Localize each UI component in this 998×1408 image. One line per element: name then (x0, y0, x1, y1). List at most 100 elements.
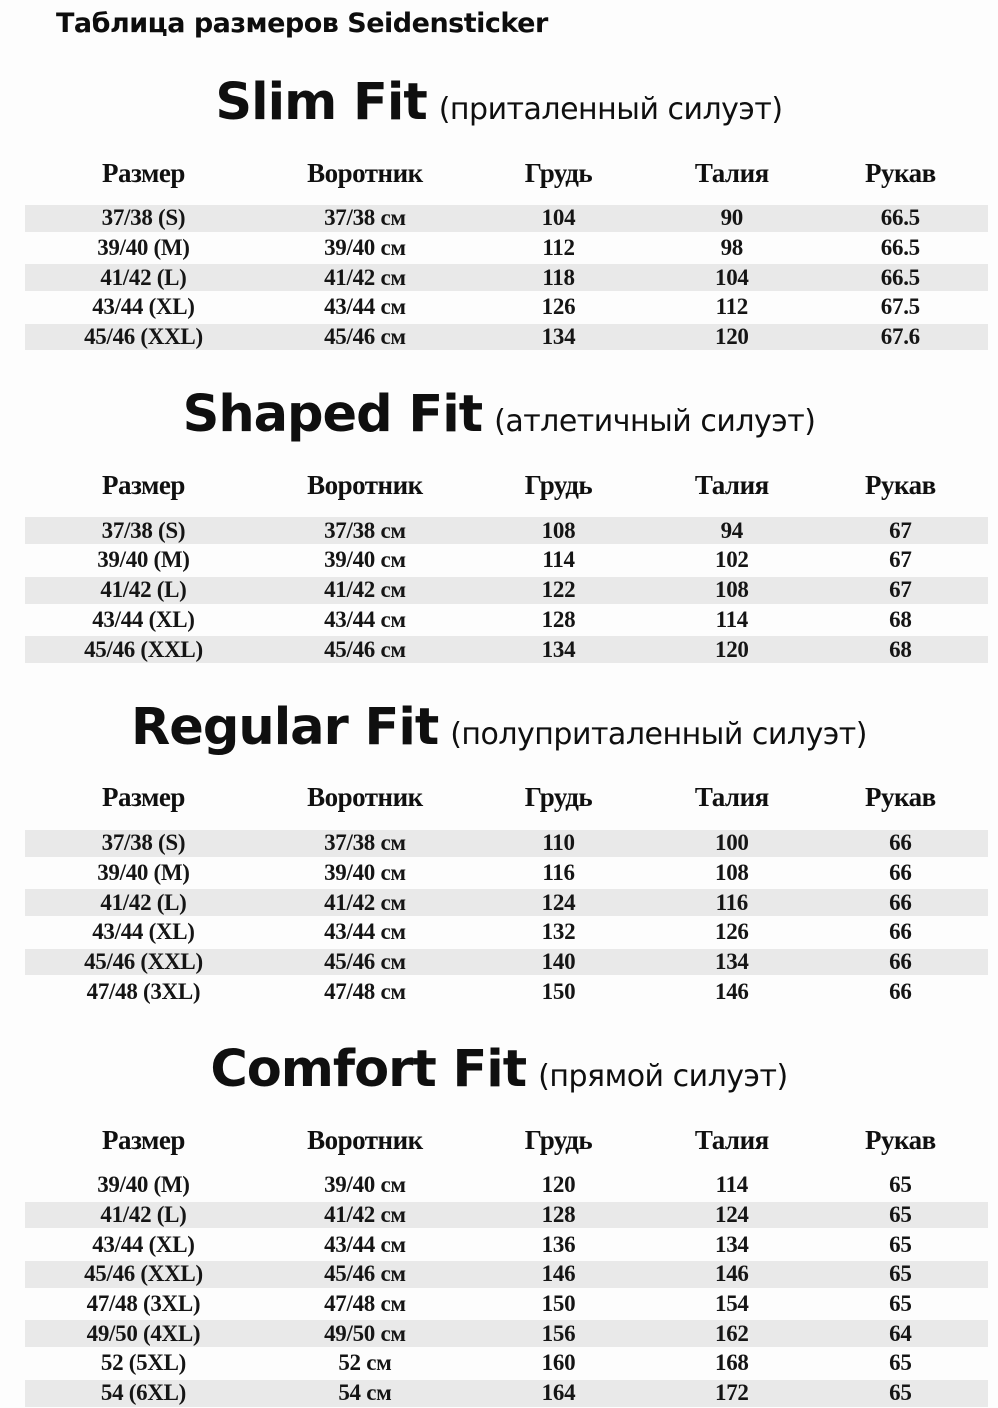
fit-name: Shaped Fit (182, 385, 484, 445)
table-row: 37/38 (S) 37/38 см 104 90 66.5 (25, 203, 988, 233)
cell-size: 45/46 (XXL) (84, 636, 203, 662)
table-row: 49/50 (4XL) 49/50 см 156 162 64 (25, 1318, 988, 1349)
table-row: 54 (6XL) 54 см 164 172 65 (25, 1377, 988, 1408)
cell-waist: 116 (715, 889, 749, 915)
cell-chest: 134 (541, 636, 576, 662)
cell-sleeve: 67.5 (880, 294, 920, 320)
table-row: 41/42 (L) 41/42 см 122 108 67 (25, 574, 988, 605)
size-table: Размер Воротник Грудь Талия Рукав 37/38 (S) 3… (25, 155, 988, 352)
cell-collar: 54 см (338, 1380, 392, 1406)
fit-section: Slim Fit (приталенный силуэт) Размер Ворот… (0, 72, 998, 352)
cell-waist: 168 (715, 1350, 749, 1376)
col-header-chest: Грудь (524, 782, 593, 813)
table-row: 45/46 (XXL) 45/46 см 140 134 66 (25, 946, 988, 977)
table-row: 43/44 (XL) 43/44 см 126 112 67.5 (25, 292, 988, 322)
cell-sleeve: 66.5 (880, 205, 920, 231)
cell-chest: 122 (541, 577, 576, 603)
cell-collar: 45/46 см (324, 324, 406, 350)
table-row: 39/40 (M) 39/40 см 120 114 65 (25, 1170, 988, 1200)
cell-waist: 124 (715, 1202, 749, 1228)
cell-sleeve: 65 (889, 1231, 912, 1257)
cell-size: 43/44 (XL) (92, 606, 195, 632)
col-header-size: Размер (102, 157, 185, 188)
cell-sleeve: 65 (889, 1380, 912, 1406)
col-header-chest: Грудь (524, 157, 593, 188)
cell-waist: 114 (715, 1172, 749, 1198)
cell-sleeve: 66 (889, 919, 912, 945)
table-row: 45/46 (XXL) 45/46 см 146 146 65 (25, 1259, 988, 1289)
cell-collar: 37/38 см (324, 830, 406, 856)
col-header-collar: Воротник (307, 469, 423, 500)
fit-section-title: Slim Fit (приталенный силуэт) (0, 72, 998, 142)
fit-section: Shaped Fit (атлетичный силуэт) Размер Воро… (0, 384, 998, 664)
cell-size: 52 (5XL) (100, 1350, 186, 1376)
cell-chest: 116 (542, 859, 575, 885)
cell-waist: 100 (715, 830, 749, 856)
table-header-row: Размер Воротник Грудь Талия Рукав (25, 155, 988, 191)
cell-sleeve: 65 (889, 1202, 912, 1228)
cell-collar: 49/50 см (324, 1320, 406, 1346)
cell-collar: 52 см (338, 1350, 392, 1376)
cell-size: 39/40 (M) (97, 1172, 190, 1198)
table-rows: 37/38 (S) 37/38 см 110 100 66 39/40 (M) 39/40 … (25, 827, 988, 1006)
cell-sleeve: 66.5 (880, 235, 920, 261)
fit-section: Regular Fit (полуприталенный силуэт) Разм… (0, 697, 998, 1006)
cell-chest: 124 (541, 889, 576, 915)
cell-collar: 43/44 см (324, 294, 406, 320)
cell-chest: 146 (541, 1261, 576, 1287)
cell-chest: 104 (541, 205, 576, 231)
col-header-collar: Воротник (307, 157, 423, 188)
fit-name: Regular Fit (131, 697, 439, 757)
table-row: 43/44 (XL) 43/44 см 132 126 66 (25, 916, 988, 947)
cell-sleeve: 67.6 (880, 324, 920, 350)
col-header-size: Размер (102, 1124, 185, 1155)
cell-sleeve: 66.5 (880, 264, 920, 290)
cell-sleeve: 67 (889, 517, 912, 543)
cell-chest: 150 (541, 978, 576, 1004)
fit-section-title: Regular Fit (полуприталенный силуэт) (0, 697, 998, 767)
col-header-sleeve: Рукав (864, 469, 936, 500)
col-header-waist: Талия (694, 782, 769, 813)
table-rows: 39/40 (M) 39/40 см 120 114 65 41/42 (L) 41/42 … (25, 1170, 988, 1408)
cell-collar: 47/48 см (324, 978, 406, 1004)
cell-waist: 146 (715, 978, 749, 1004)
cell-waist: 94 (720, 517, 744, 543)
col-header-collar: Воротник (307, 1124, 423, 1155)
sections-container: Slim Fit (приталенный силуэт) Размер Ворот… (0, 72, 998, 1408)
cell-sleeve: 65 (889, 1291, 912, 1317)
cell-chest: 118 (542, 264, 575, 290)
cell-waist: 112 (715, 294, 749, 320)
cell-collar: 43/44 см (324, 1231, 406, 1257)
cell-size: 49/50 (4XL) (86, 1320, 201, 1346)
cell-chest: 150 (541, 1291, 576, 1317)
table-row: 43/44 (XL) 43/44 см 128 114 68 (25, 604, 988, 635)
cell-size: 43/44 (XL) (92, 1231, 195, 1257)
cell-sleeve: 65 (889, 1172, 912, 1198)
cell-chest: 136 (541, 1231, 576, 1257)
cell-sleeve: 67 (889, 577, 912, 603)
cell-sleeve: 67 (889, 547, 912, 573)
cell-size: 47/48 (3XL) (86, 978, 201, 1004)
cell-waist: 98 (720, 235, 744, 261)
cell-chest: 128 (541, 1202, 576, 1228)
fit-section-title: Shaped Fit (атлетичный силуэт) (0, 384, 998, 454)
cell-chest: 156 (541, 1320, 576, 1346)
cell-size: 37/38 (S) (101, 830, 186, 856)
table-row: 45/46 (XXL) 45/46 см 134 120 68 (25, 634, 988, 664)
cell-collar: 39/40 см (324, 859, 406, 885)
cell-chest: 126 (541, 294, 576, 320)
cell-waist: 120 (715, 636, 749, 662)
cell-size: 45/46 (XXL) (84, 1261, 203, 1287)
cell-collar: 39/40 см (324, 1172, 406, 1198)
table-row: 41/42 (L) 41/42 см 124 116 66 (25, 887, 988, 917)
cell-collar: 39/40 см (324, 235, 406, 261)
cell-sleeve: 66 (889, 859, 912, 885)
col-header-waist: Талия (694, 1124, 769, 1155)
cell-collar: 43/44 см (324, 606, 406, 632)
cell-sleeve: 68 (889, 606, 912, 632)
fit-subtitle: (приталенный силуэт) (438, 92, 783, 127)
size-table: Размер Воротник Грудь Талия Рукав 37/38 (S) 3… (25, 467, 988, 664)
cell-size: 39/40 (M) (97, 859, 190, 885)
cell-waist: 108 (715, 577, 749, 603)
col-header-chest: Грудь (524, 1124, 593, 1155)
